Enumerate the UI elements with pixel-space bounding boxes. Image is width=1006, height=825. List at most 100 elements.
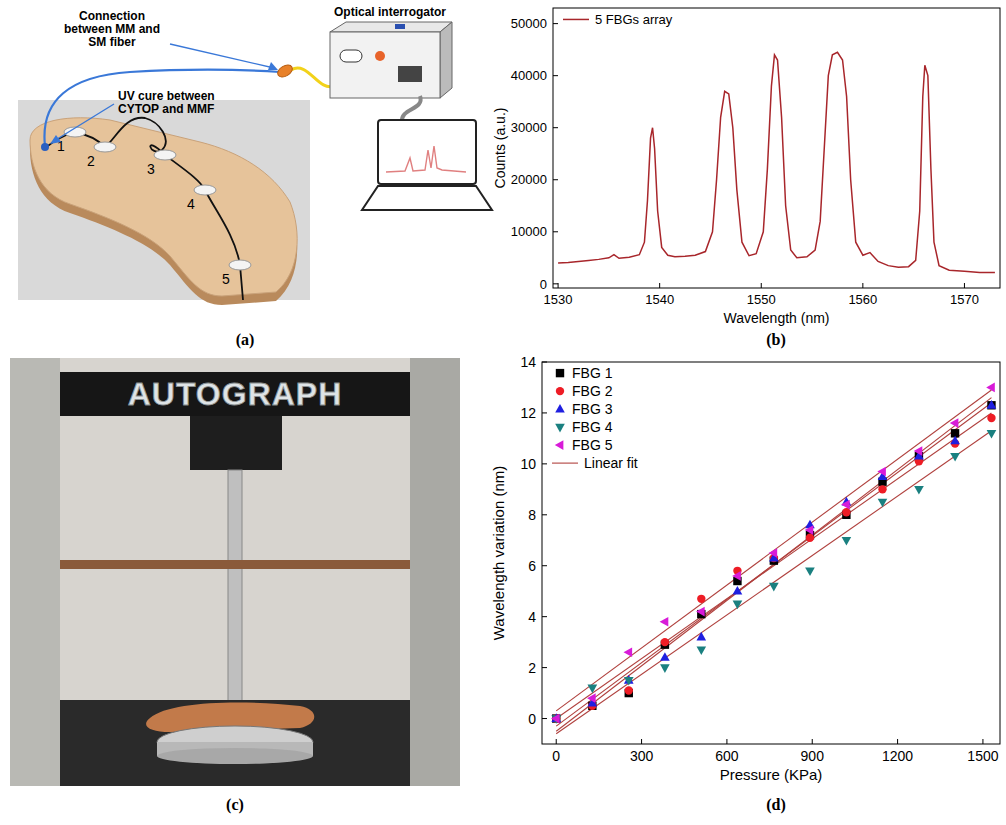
label-line: between MM and xyxy=(64,22,160,36)
axis-title: Wavelength variation (nm) xyxy=(490,466,507,641)
fit-line xyxy=(556,403,991,726)
uv-cure-joint xyxy=(41,143,49,151)
left-column xyxy=(10,358,60,786)
data-point xyxy=(806,534,814,542)
data-point xyxy=(769,583,779,592)
axis-title: Wavelength (nm) xyxy=(723,310,829,326)
legend-swatch xyxy=(556,369,564,377)
fbg-sensor xyxy=(94,142,116,152)
legend-swatch xyxy=(555,440,564,450)
right-column xyxy=(410,358,460,786)
legend-swatch xyxy=(556,387,564,395)
data-point xyxy=(551,714,560,724)
fbg-sensor xyxy=(154,150,176,160)
data-point xyxy=(987,414,995,422)
label-line: SM fiber xyxy=(88,35,136,49)
label: UV cure betweenCYTOP and MMF xyxy=(118,89,215,116)
data-point xyxy=(697,646,707,655)
tick xyxy=(964,283,965,288)
label-line: Connection xyxy=(79,9,145,23)
diagram-ground xyxy=(18,100,310,300)
data-point xyxy=(660,617,669,627)
data-point xyxy=(769,548,778,558)
data-point xyxy=(660,664,670,673)
tick-label: 10000 xyxy=(511,224,547,239)
data-point xyxy=(987,400,997,409)
figure: 12345Optical interrogatorConnectionbetwe… xyxy=(0,0,1006,825)
data-point xyxy=(733,601,743,610)
single-mode-fiber xyxy=(291,68,334,87)
screen-spectrum xyxy=(386,146,466,172)
tick-label: 40000 xyxy=(511,68,547,83)
data-point xyxy=(733,586,743,595)
data-point xyxy=(697,632,707,641)
laptop-keyboard xyxy=(362,186,492,210)
data-point xyxy=(805,525,814,535)
tick xyxy=(542,514,547,515)
label: 3 xyxy=(147,161,155,177)
data-point xyxy=(842,537,852,546)
data-point xyxy=(986,383,995,393)
tick-label: 14 xyxy=(520,354,536,370)
interrogator-port xyxy=(340,50,362,62)
tick xyxy=(659,283,660,288)
data-point xyxy=(660,652,670,661)
axis-title: Counts (a.u.) xyxy=(492,108,508,189)
data-point xyxy=(587,693,596,703)
tick xyxy=(641,739,642,744)
label-line: UV cure between xyxy=(118,89,215,103)
data-point xyxy=(877,467,886,477)
tick-label: 1200 xyxy=(882,748,913,764)
cytop-fiber xyxy=(45,118,243,300)
data-line xyxy=(558,52,995,272)
tick xyxy=(542,412,547,413)
tick xyxy=(726,739,727,744)
panel-letter: (b) xyxy=(766,331,786,349)
legend-swatch xyxy=(555,424,565,433)
tick xyxy=(542,565,547,566)
legend-label: FBG 2 xyxy=(572,383,613,399)
tick-label: 0 xyxy=(528,711,536,727)
legend-swatch xyxy=(555,404,565,413)
data-point xyxy=(914,446,923,456)
tick xyxy=(553,23,558,24)
tick-label: 900 xyxy=(801,748,825,764)
fit-line xyxy=(556,413,991,719)
tick xyxy=(982,739,983,744)
label: 5 xyxy=(222,271,230,287)
label: Connectionbetween MM andSM fiber xyxy=(64,9,160,49)
tick-label: 1530 xyxy=(544,292,573,307)
fiber-connector xyxy=(276,63,295,80)
tick-label: 12 xyxy=(520,405,536,421)
fit-line xyxy=(556,431,991,734)
usb-cable xyxy=(402,96,421,122)
label: AUTOGRAPH xyxy=(128,376,343,412)
legend-swatch xyxy=(552,463,578,464)
legend-swatch xyxy=(563,19,589,21)
interrogator-knob xyxy=(395,24,405,29)
panel-letter: (c) xyxy=(226,796,244,814)
plot-frame xyxy=(542,362,1000,744)
pipe xyxy=(60,560,410,569)
tick-label: 300 xyxy=(630,748,654,764)
interrogator-top xyxy=(330,22,452,32)
legend-label: 5 FBGs array xyxy=(595,12,673,27)
laptop-screen xyxy=(378,120,476,184)
data-point xyxy=(661,638,669,646)
tick-label: 0 xyxy=(552,748,560,764)
legend-label: Linear fit xyxy=(584,455,638,471)
tick-label: 1560 xyxy=(848,292,877,307)
tick xyxy=(542,616,547,617)
fbg-sensor xyxy=(229,260,251,270)
tick xyxy=(812,739,813,744)
data-point xyxy=(987,430,997,439)
data-point xyxy=(696,607,705,617)
tick xyxy=(553,127,558,128)
data-point xyxy=(732,571,741,581)
legend-label: FBG 3 xyxy=(572,401,613,417)
interrogator-side xyxy=(440,22,452,98)
fit-line xyxy=(556,390,991,711)
tick-label: 1500 xyxy=(967,748,998,764)
tick xyxy=(542,463,547,464)
tick xyxy=(761,283,762,288)
